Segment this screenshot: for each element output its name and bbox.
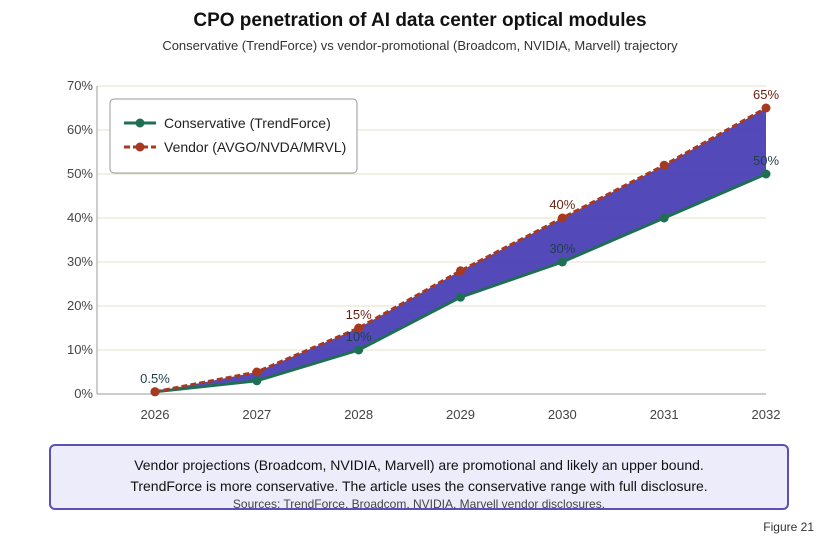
vendor-data-label: 65% <box>753 87 779 102</box>
y-tick-label: 10% <box>67 342 93 357</box>
chart-subtitle: Conservative (TrendForce) vs vendor-prom… <box>162 38 678 53</box>
conservative-point <box>354 345 364 355</box>
vendor-point <box>659 160 669 170</box>
chart-title: CPO penetration of AI data center optica… <box>193 10 647 31</box>
vendor-point <box>761 103 771 113</box>
conservative-data-label: 10% <box>346 329 372 344</box>
vendor-point <box>150 387 160 397</box>
legend-swatch-marker <box>135 118 145 128</box>
y-tick-label: 70% <box>67 78 93 93</box>
line-chart: 0% 10% 20% 30% 40% 50% 60% 70% 2026 2027 2028 2029 2… <box>67 78 781 422</box>
y-tick-label: 0% <box>74 386 93 401</box>
vendor-data-label: 40% <box>549 197 575 212</box>
vendor-point <box>354 323 364 333</box>
conservative-point <box>252 376 262 386</box>
x-tick-label: 2028 <box>344 407 373 422</box>
conservative-data-label: 30% <box>549 241 575 256</box>
legend-entry-label: Conservative (TrendForce) <box>164 115 331 131</box>
conservative-data-label: 50% <box>753 153 779 168</box>
figure-label: Figure 21 <box>763 520 814 534</box>
note-line-1: Vendor projections (Broadcom, NVIDIA, Ma… <box>134 457 704 473</box>
vendor-point <box>456 266 465 276</box>
x-tick-label: 2027 <box>242 407 271 422</box>
y-tick-label: 40% <box>67 210 93 225</box>
y-tick-label: 50% <box>67 166 93 181</box>
x-tick-label: 2032 <box>752 407 781 422</box>
conservative-point <box>659 213 669 223</box>
vendor-data-label: 15% <box>346 307 372 322</box>
x-tick-label: 2026 <box>141 407 170 422</box>
legend-box <box>109 98 358 174</box>
y-tick-label: 30% <box>67 254 93 269</box>
x-tick-label: 2029 <box>446 407 475 422</box>
conservative-point <box>761 169 771 179</box>
note-line-2: TrendForce is more conservative. The art… <box>130 478 708 494</box>
x-tick-label: 2031 <box>650 407 679 422</box>
vendor-point <box>252 367 262 377</box>
x-tick-label: 2030 <box>548 407 577 422</box>
conservative-data-label: 0.5% <box>140 371 170 386</box>
sources-text: Sources: TrendForce, Broadcom, NVIDIA, M… <box>232 497 606 511</box>
y-tick-label: 20% <box>67 298 93 313</box>
y-tick-label: 60% <box>67 122 93 137</box>
legend-entry-label: Vendor (AVGO/NVDA/MRVL) <box>164 139 346 155</box>
legend-swatch-marker <box>135 142 145 152</box>
conservative-point <box>456 292 465 302</box>
disclosure-note: Vendor projections (Broadcom, NVIDIA, Ma… <box>49 444 789 511</box>
conservative-point <box>557 257 567 267</box>
vendor-point <box>557 213 567 223</box>
